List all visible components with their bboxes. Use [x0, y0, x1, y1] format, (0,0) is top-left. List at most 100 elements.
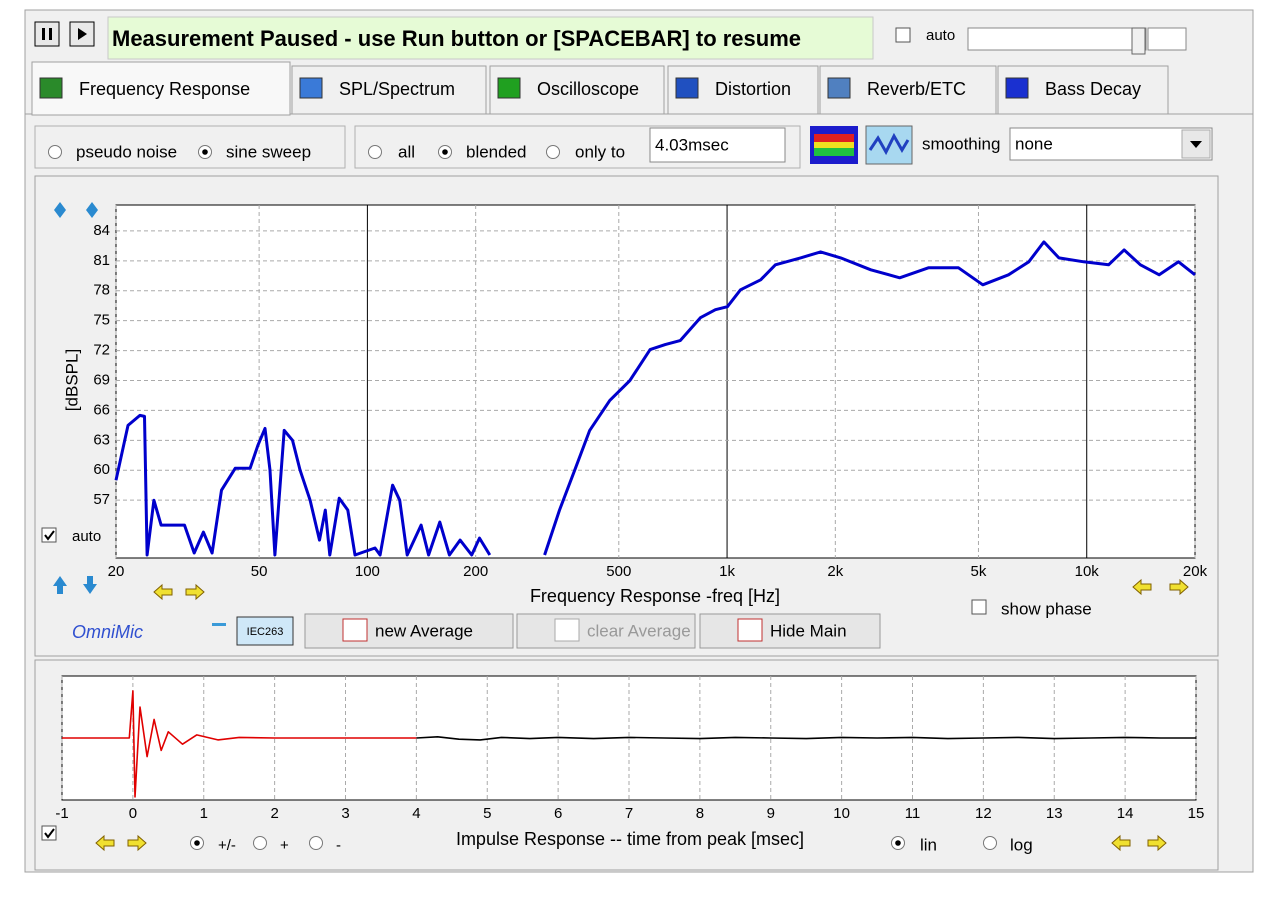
x-tick-label: 5 [483, 805, 491, 822]
options-group-signal [34, 125, 346, 169]
x-tick-label: 2k [827, 563, 843, 580]
tab-icon [299, 77, 323, 99]
y-tick-label: 69 [93, 371, 110, 388]
x-tick-label: 20 [108, 563, 125, 580]
y-tick-label: 81 [93, 252, 110, 269]
status-text: Measurement Paused - use Run button or [… [112, 26, 801, 51]
x-tick-label: 10k [1075, 563, 1100, 580]
x-tick-label: 50 [251, 563, 268, 580]
tab-label: Oscilloscope [537, 79, 639, 99]
waterfall-icon[interactable] [865, 125, 913, 165]
button-label: new Average [375, 621, 473, 640]
status-box [107, 16, 874, 60]
radio-dot [895, 840, 901, 846]
radio-dot [442, 149, 448, 155]
checkbox[interactable] [895, 27, 911, 43]
button [516, 613, 696, 649]
y-axis-label: [dBSPL] [62, 349, 81, 411]
scale-option: lin [920, 835, 937, 854]
button[interactable] [699, 613, 881, 649]
x-tick-label: 1k [719, 563, 735, 580]
x-tick-label: 7 [625, 805, 633, 822]
checkbox[interactable] [971, 599, 987, 615]
signal-option: sine sweep [226, 142, 311, 161]
y-tick-label: 72 [93, 342, 110, 359]
x-tick-label: 6 [554, 805, 562, 822]
spectrogram-icon[interactable] [810, 126, 858, 164]
window-option: all [398, 142, 415, 161]
tab-icon [497, 77, 521, 99]
x-tick-label: -1 [55, 805, 68, 822]
smoothing-value: none [1015, 134, 1053, 153]
button-icon [554, 618, 580, 642]
x-tick-label: 15 [1188, 805, 1205, 822]
x-tick-label: 1 [200, 805, 208, 822]
run-button[interactable] [69, 21, 95, 47]
data-line [114, 240, 1196, 557]
calibration-box[interactable] [236, 616, 294, 646]
freq-panel [34, 175, 1219, 657]
calibration-text: IEC263 [247, 626, 284, 638]
x-tick-label: 11 [905, 805, 921, 822]
button-icon [737, 618, 763, 642]
data-line [62, 690, 417, 798]
button-label: clear Average [587, 621, 691, 640]
button-icon [342, 618, 368, 642]
tab[interactable] [291, 65, 487, 115]
show-phase-label: show phase [1001, 599, 1092, 618]
checkmark [44, 828, 55, 839]
radio-dot [202, 149, 208, 155]
scale-option: log [1010, 835, 1033, 854]
radio-button[interactable] [48, 145, 62, 159]
pause-button[interactable] [34, 21, 60, 47]
x-tick-label: 3 [341, 805, 349, 822]
tab-label: SPL/Spectrum [339, 79, 455, 99]
radio-button[interactable] [253, 836, 267, 850]
content: auto Frequency Response SPL/Spectrum Oscill… [31, 27, 1208, 854]
button-label: Hide Main [770, 621, 847, 640]
tab-icon [675, 77, 699, 99]
x-tick-label: 200 [463, 563, 488, 580]
checkbox[interactable] [41, 527, 57, 543]
x-tick-label: 5k [971, 563, 987, 580]
polarity-option: + [280, 837, 289, 854]
y-tick-label: 66 [93, 401, 110, 418]
window-time-input[interactable] [649, 127, 786, 163]
x-tick-label: 2 [270, 805, 278, 822]
window-option: only to [575, 142, 625, 161]
polarity-option: - [336, 837, 341, 854]
radio-button[interactable] [983, 836, 997, 850]
move-icons[interactable] [53, 202, 98, 594]
y-tick-label: 75 [93, 312, 110, 329]
x-tick-label: 20k [1183, 563, 1208, 580]
smoothing-label: smoothing [922, 134, 1000, 153]
tab-icon [827, 77, 851, 99]
x-tick-label: 10 [833, 805, 850, 822]
x-tick-label: 100 [355, 563, 380, 580]
checkbox[interactable] [41, 825, 57, 841]
slider[interactable] [967, 27, 1187, 55]
smoothing-select[interactable] [1009, 127, 1213, 161]
tab-icon [39, 77, 63, 99]
scroll-arrows[interactable] [95, 578, 1189, 852]
button[interactable] [304, 613, 514, 649]
mic-name: OmniMic [72, 622, 143, 642]
x-axis-label: Impulse Response -- time from peak [msec… [456, 829, 804, 849]
radio-button[interactable] [368, 145, 382, 159]
x-tick-label: 8 [696, 805, 704, 822]
impulse-panel [34, 659, 1219, 871]
plot-area [115, 204, 1196, 559]
mic-color-swatch [212, 623, 226, 626]
checkmark [44, 530, 55, 541]
x-tick-label: 12 [975, 805, 992, 822]
tab-label: Bass Decay [1045, 79, 1141, 99]
tab-label: Frequency Response [79, 79, 250, 99]
y-tick-label: 63 [93, 431, 110, 448]
x-tick-label: 4 [412, 805, 420, 822]
options-group-window [354, 125, 801, 169]
radio-dot [194, 840, 200, 846]
tab-label: Reverb/ETC [867, 79, 966, 99]
radio-button[interactable] [546, 145, 560, 159]
radio-button[interactable] [309, 836, 323, 850]
tab[interactable] [31, 61, 291, 116]
